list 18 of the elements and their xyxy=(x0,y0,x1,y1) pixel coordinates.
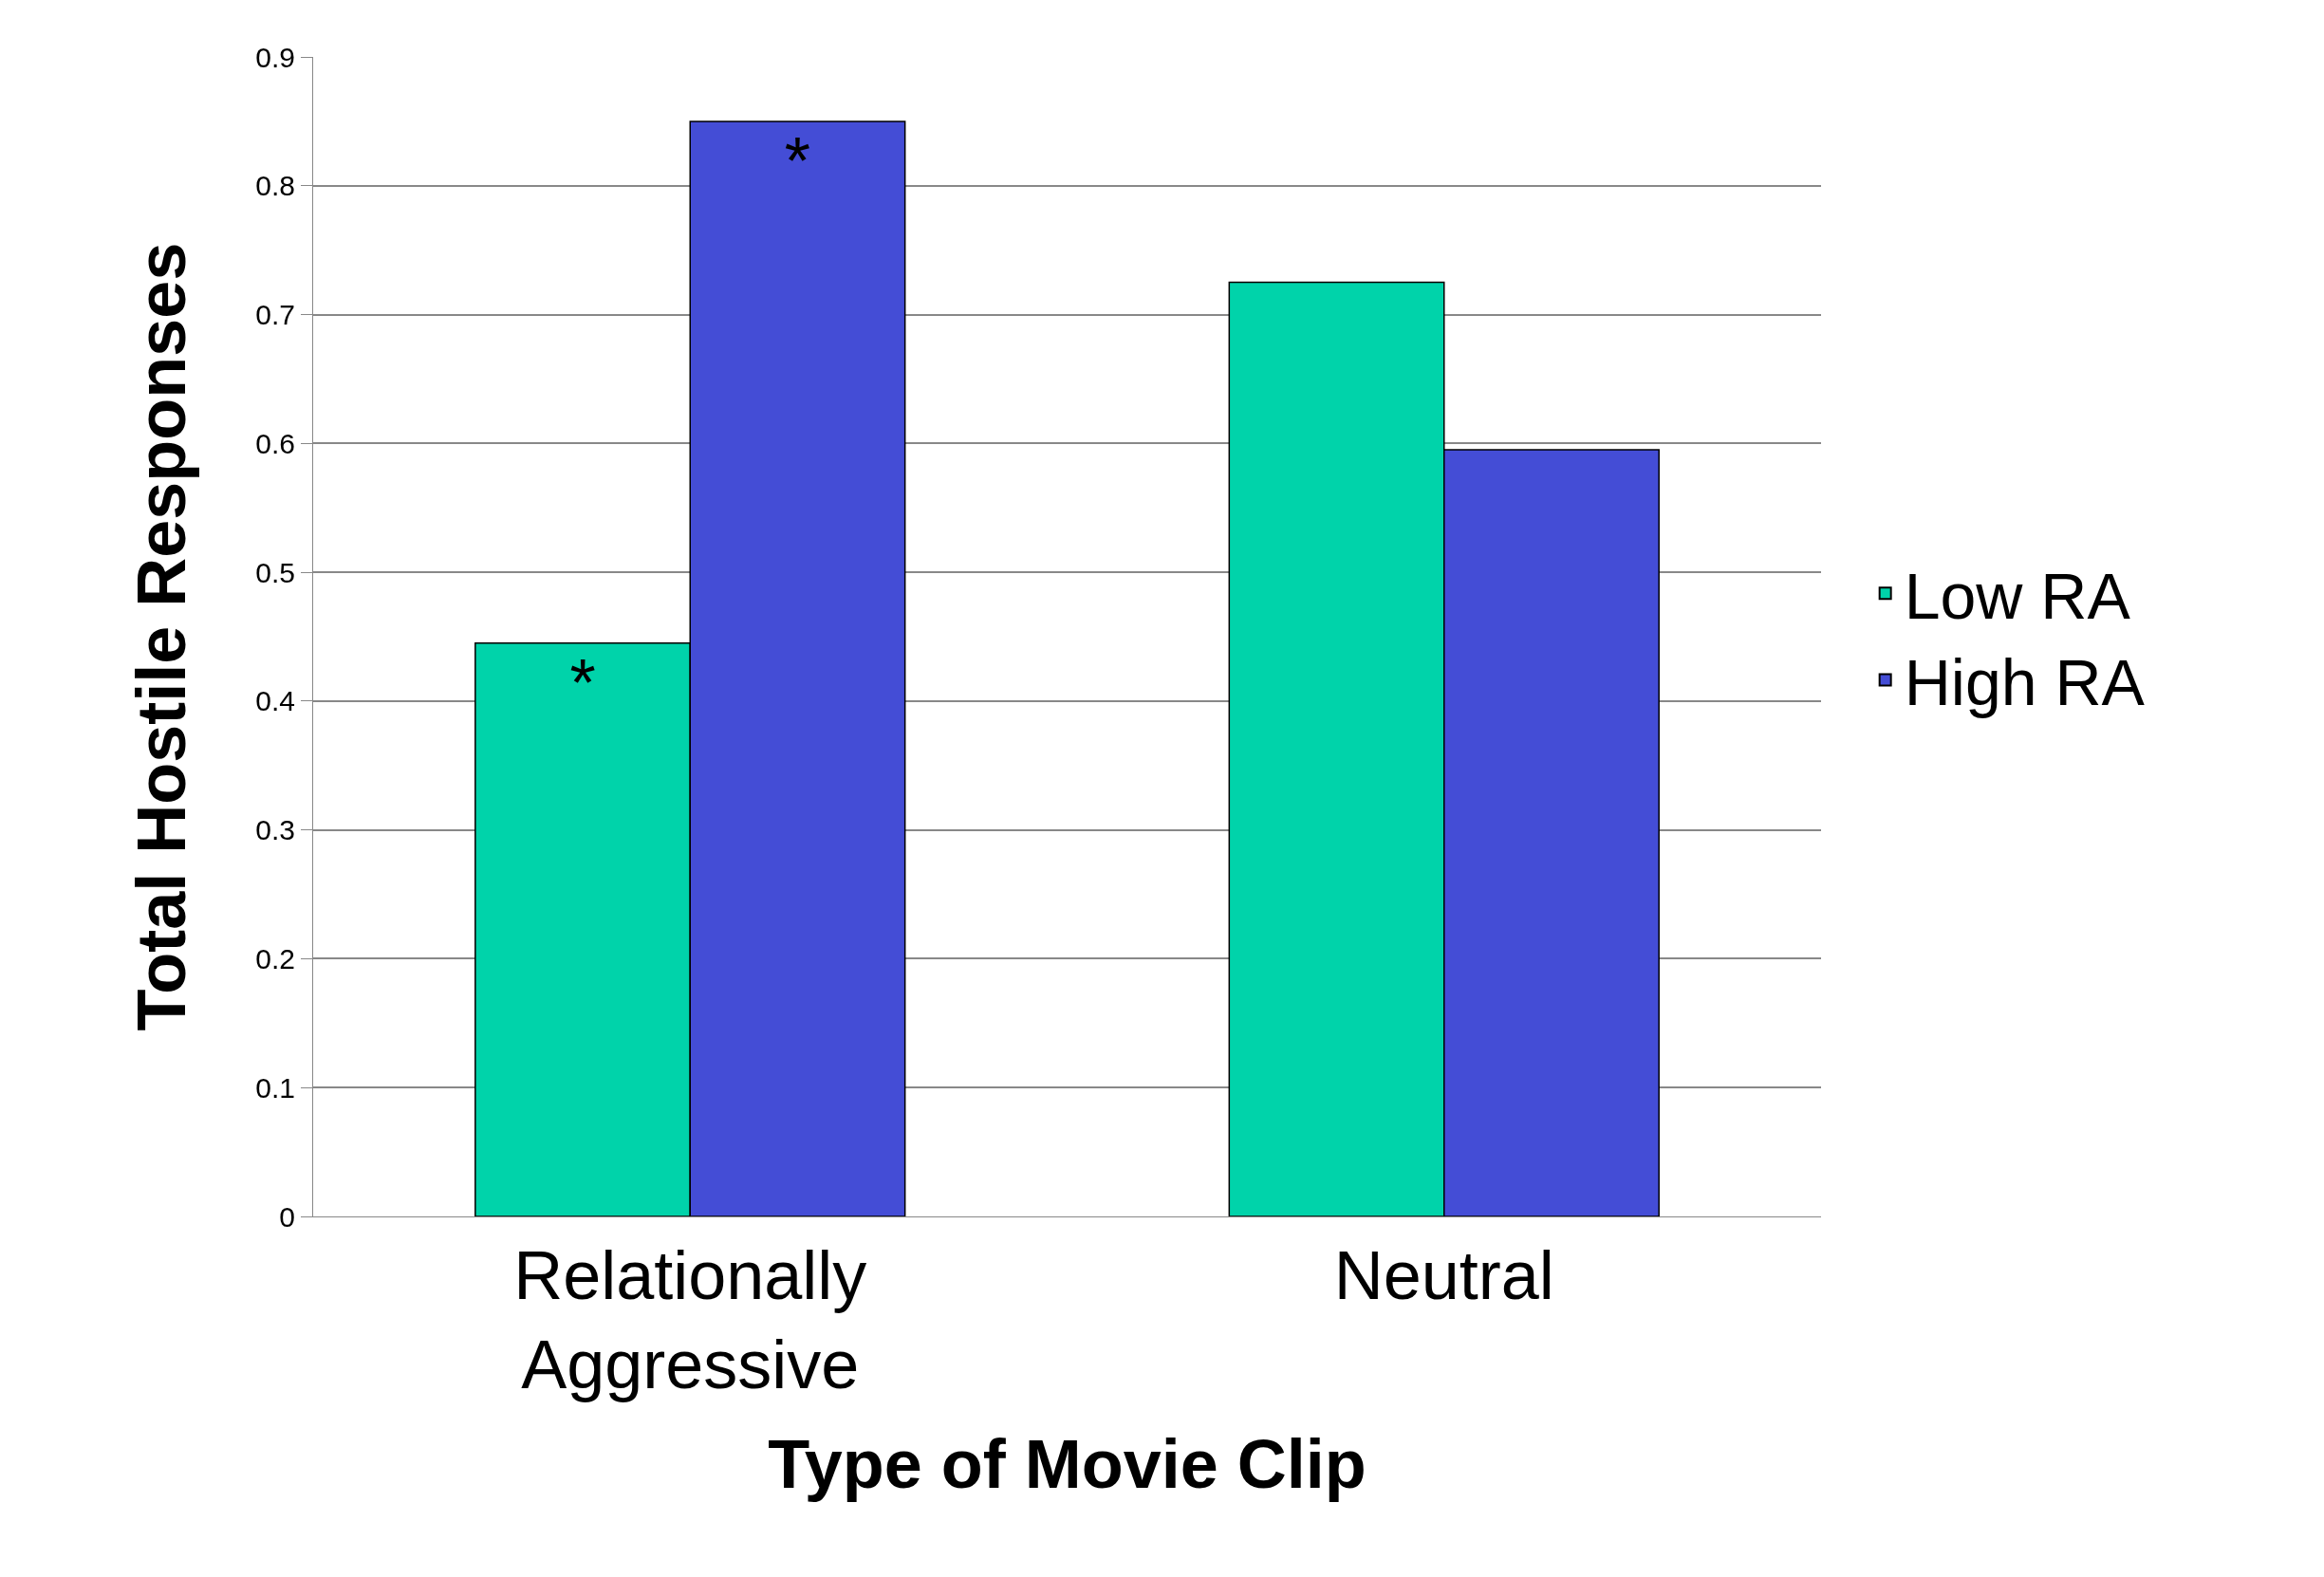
y-tick-label: 0.7 xyxy=(255,299,295,331)
data-label: * xyxy=(784,123,811,198)
y-tick-label: 0.9 xyxy=(255,41,295,73)
x-axis-title: Type of Movie Clip xyxy=(768,1425,1367,1502)
y-tick-label: 0.5 xyxy=(255,556,295,588)
legend-label: High RA xyxy=(1904,646,2146,719)
legend-label: Low RA xyxy=(1904,559,2131,632)
x-tick-label: Neutral xyxy=(1333,1237,1554,1314)
y-tick-label: 0.2 xyxy=(255,942,295,974)
y-tick-label: 0.1 xyxy=(255,1071,295,1104)
x-tick-label: Relationally Aggressive xyxy=(513,1237,867,1402)
y-tick-label: 0.8 xyxy=(255,170,295,202)
y-axis-title: Total Hostile Responses xyxy=(122,242,199,1031)
y-tick-label: 0.4 xyxy=(255,685,295,717)
y-tick-label: 0 xyxy=(279,1200,295,1233)
y-tick-label: 0.3 xyxy=(255,814,295,846)
data-label: * xyxy=(569,645,596,720)
y-tick-label: 0.6 xyxy=(255,427,295,459)
